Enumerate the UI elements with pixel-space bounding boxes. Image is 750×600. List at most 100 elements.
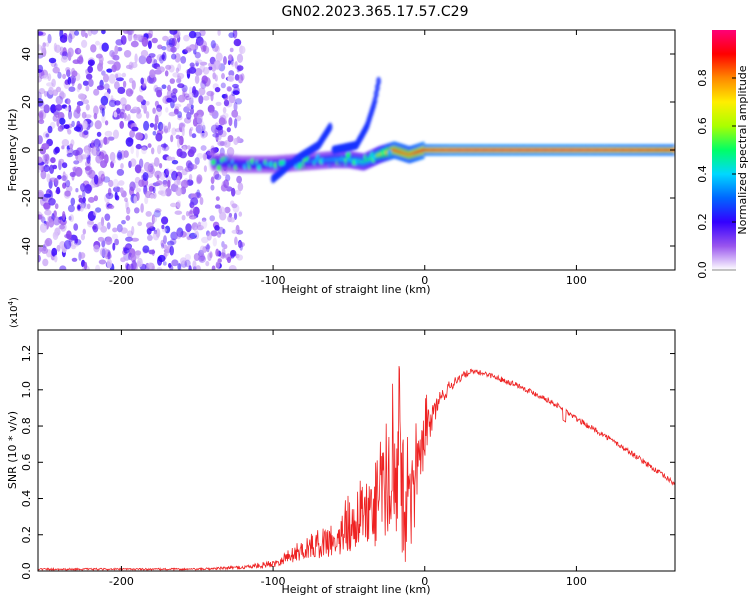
- noise-cell: [189, 97, 194, 106]
- noise-cell: [124, 104, 132, 111]
- noise-cell: [166, 156, 173, 161]
- noise-cell: [177, 94, 186, 103]
- noise-cell: [186, 111, 192, 120]
- noise-cell: [156, 89, 163, 98]
- noise-cell: [96, 131, 102, 137]
- noise-cell: [87, 220, 95, 225]
- noise-cell: [201, 217, 207, 222]
- noise-cell: [211, 43, 219, 52]
- noise-cell: [149, 194, 155, 199]
- noise-cell: [191, 204, 195, 213]
- spectrogram-ridge-cells: [210, 76, 675, 184]
- noise-cell: [107, 251, 111, 260]
- noise-cell: [162, 180, 168, 187]
- noise-cell: [239, 44, 243, 55]
- noise-cell: [215, 248, 220, 257]
- noise-cell: [69, 143, 74, 150]
- noise-cell: [231, 229, 239, 234]
- noise-cell: [228, 212, 233, 218]
- noise-cell: [168, 111, 177, 117]
- noise-cell: [81, 111, 87, 119]
- noise-cell: [214, 204, 221, 209]
- noise-cell: [132, 106, 139, 113]
- noise-cell: [108, 73, 116, 84]
- noise-cell: [221, 94, 228, 99]
- noise-cell: [157, 66, 166, 73]
- noise-cell: [101, 107, 105, 117]
- noise-cell: [115, 195, 120, 201]
- noise-cell: [84, 149, 90, 158]
- noise-cell: [198, 95, 204, 105]
- noise-cell: [169, 264, 174, 270]
- noise-cell: [147, 234, 153, 241]
- noise-cell: [237, 74, 244, 84]
- y-tick-label: 40: [20, 47, 33, 61]
- noise-cell: [157, 121, 164, 131]
- noise-cell: [75, 188, 79, 193]
- noise-cell: [236, 65, 244, 71]
- noise-cell: [69, 171, 77, 177]
- noise-cell: [140, 77, 144, 85]
- noise-cell: [188, 265, 192, 270]
- noise-cell: [73, 239, 82, 246]
- noise-cell: [38, 75, 42, 83]
- noise-cell: [48, 57, 57, 64]
- noise-cell: [159, 123, 166, 133]
- x-tick-label: 100: [566, 575, 587, 588]
- noise-cell: [165, 187, 172, 197]
- noise-cell: [156, 267, 163, 270]
- noise-cell: [93, 210, 97, 216]
- noise-cell: [174, 210, 183, 215]
- noise-cell: [185, 223, 192, 233]
- noise-cell: [217, 30, 221, 36]
- noise-cell: [107, 60, 115, 65]
- y-tick-label: 0.2: [20, 526, 33, 544]
- noise-cell: [149, 166, 156, 175]
- noise-cell: [64, 106, 70, 112]
- noise-cell: [63, 240, 72, 250]
- noise-cell: [174, 128, 183, 133]
- colorbar-tick-label: 0.6: [696, 117, 709, 135]
- snr-series-line: [38, 366, 675, 571]
- noise-cell: [38, 244, 42, 255]
- noise-cell: [197, 221, 202, 227]
- noise-cell: [66, 152, 74, 158]
- noise-cell: [228, 117, 233, 127]
- noise-cell: [192, 86, 197, 96]
- noise-cell: [142, 172, 149, 181]
- y-tick-label: 0.0: [20, 562, 33, 580]
- noise-cell: [53, 255, 58, 263]
- noise-cell: [77, 83, 82, 90]
- noise-cell: [60, 55, 68, 63]
- noise-cell: [176, 200, 182, 209]
- noise-cell: [117, 150, 122, 159]
- noise-cell: [80, 233, 85, 241]
- noise-cell: [93, 195, 98, 202]
- noise-cell: [70, 197, 76, 206]
- noise-cell: [175, 230, 182, 240]
- noise-cell: [108, 179, 114, 188]
- noise-cell: [231, 187, 236, 197]
- noise-cell: [53, 148, 58, 155]
- noise-cell: [74, 236, 78, 244]
- noise-cell: [223, 244, 228, 250]
- noise-cell: [123, 50, 132, 58]
- noise-cell: [194, 74, 200, 84]
- noise-cell: [120, 227, 128, 234]
- noise-cell: [176, 227, 184, 238]
- noise-cell: [166, 97, 173, 103]
- noise-cell: [171, 127, 177, 136]
- noise-cell: [181, 84, 188, 93]
- noise-cell: [184, 166, 193, 173]
- noise-cell: [180, 56, 187, 64]
- noise-cell: [58, 224, 65, 230]
- noise-cell: [239, 241, 243, 251]
- noise-cell: [116, 107, 121, 114]
- noise-cell: [105, 192, 114, 199]
- noise-cell: [207, 104, 215, 114]
- noise-cell: [83, 129, 89, 135]
- branch-cell: [327, 122, 333, 132]
- noise-cell: [171, 259, 179, 267]
- noise-cell: [210, 230, 218, 237]
- noise-cell: [45, 237, 53, 247]
